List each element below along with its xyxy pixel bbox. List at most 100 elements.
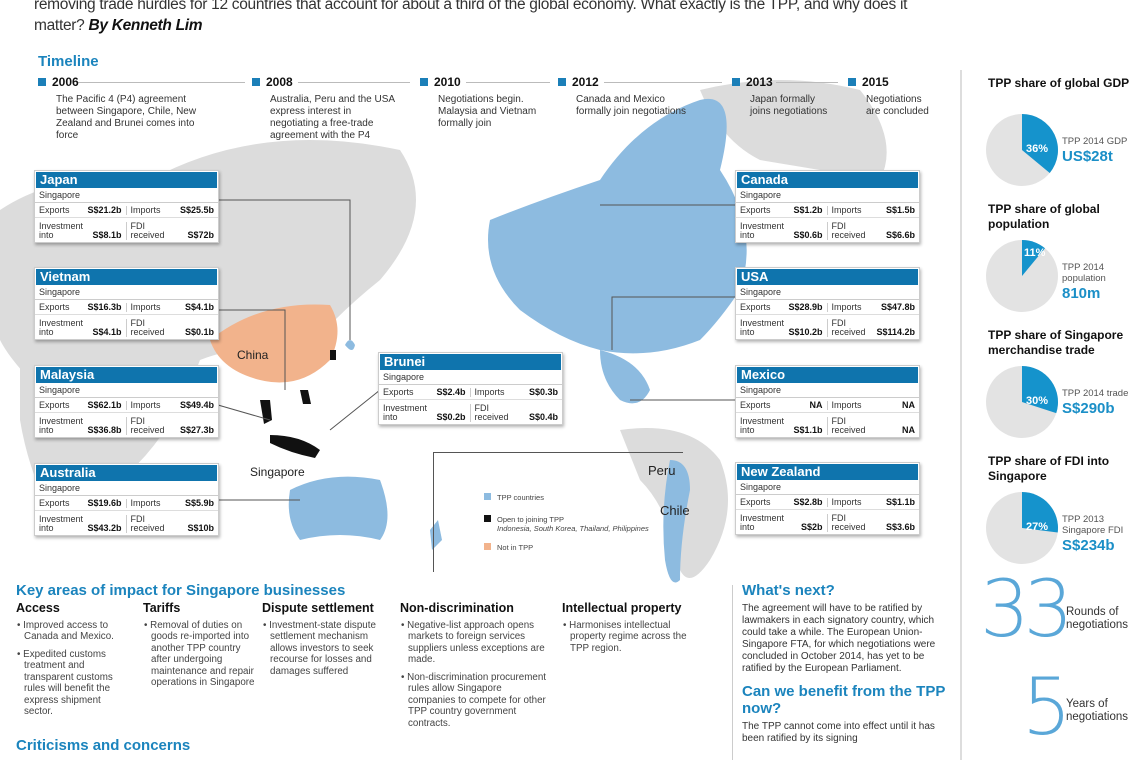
timeline-text: The Pacific 4 (P4) agreement between Sin… [56, 94, 197, 141]
investment-row: Investment into S$43.2b FDI received S$10b [35, 511, 218, 535]
year-label: 2013 [746, 75, 773, 89]
label-imports: Imports [130, 204, 161, 215]
singapore-label: Singapore [35, 482, 218, 496]
label-exports: Exports [740, 399, 771, 410]
label-investment: Investment into [740, 221, 785, 240]
value-fdi: NA [902, 425, 915, 435]
country-name: Mexico [737, 367, 918, 383]
cell-imports: Imports S$25.5b [127, 204, 219, 215]
value-fdi: S$0.4b [528, 412, 558, 422]
legend-item: Not in TPP [484, 543, 533, 552]
impact-list: Investment-state dispute settlement mech… [262, 620, 387, 678]
map-label-peru: Peru [648, 463, 676, 478]
impact-bullet: Investment-state dispute settlement mech… [262, 620, 387, 678]
singapore-label: Singapore [736, 286, 919, 300]
pie-chart: 11% [986, 240, 1058, 312]
label-fdi: FDI received [130, 221, 165, 240]
value-exports: NA [809, 399, 823, 410]
pie-percent-label: 11% [1024, 247, 1046, 259]
label-investment: Investment into [740, 318, 785, 337]
trade-row: Exports S$2.8b Imports S$1.1b [736, 495, 919, 510]
benefit-title: Can we benefit from the TPP now? [742, 683, 946, 717]
impact-list: Harmonises intellectual property regime … [562, 620, 702, 655]
timeline-marker-icon [420, 78, 428, 86]
impact-heading: Dispute settlement [262, 601, 374, 615]
timeline-text: Negotiations are concluded [866, 94, 929, 117]
singapore-label: Singapore [736, 189, 919, 203]
map-label-china: China [237, 348, 269, 362]
impact-column: Access Improved access to Canada and Mexi… [16, 601, 131, 724]
pie-value: S$290b [1062, 400, 1115, 417]
timeline-year: 2015 [848, 76, 938, 88]
pie-slice [1022, 492, 1058, 533]
years-label: Years of negotiations [1066, 698, 1129, 723]
trade-row: Exports S$62.1b Imports S$49.4b [35, 398, 218, 413]
impact-heading: Non-discrimination [400, 601, 514, 615]
cell-exports: Exports S$28.9b [736, 301, 828, 312]
value-imports: S$25.5b [179, 204, 214, 215]
year-label: 2008 [266, 75, 293, 89]
cell-imports: Imports S$47.8b [828, 301, 920, 312]
timeline-marker-icon [38, 78, 46, 86]
timeline-item: 2015 Negotiations are concluded [848, 76, 938, 118]
label-imports: Imports [474, 386, 505, 397]
timeline-title: Timeline [38, 53, 99, 70]
pie-percent-label: 36% [1026, 143, 1048, 155]
impact-bullet: Removal of duties on goods re-imported i… [143, 620, 255, 689]
label-imports: Imports [130, 497, 161, 508]
pie-value: S$234b [1062, 537, 1115, 554]
country-name: Vietnam [36, 269, 217, 285]
pie-value: US$28t [1062, 148, 1113, 165]
cell-fdi: FDI received S$72b [127, 222, 219, 240]
value-fdi: S$6.6b [885, 230, 915, 240]
pie-chart: 36% [986, 114, 1058, 186]
label-fdi: FDI received [130, 514, 165, 533]
country-box: Vietnam Singapore Exports S$16.3b Imports S$4… [34, 267, 219, 340]
value-investment: S$0.2b [436, 412, 466, 422]
map-label-chile: Chile [660, 503, 690, 518]
timeline-item: 2012 Canada and Mexico formally join nego… [558, 76, 688, 118]
timeline-connector [776, 82, 838, 83]
cell-exports: Exports NA [736, 399, 828, 410]
value-investment: S$36.8b [87, 425, 122, 435]
impact-bullet: Improved access to Canada and Mexico. [16, 620, 131, 643]
pie-chart: 30% [986, 366, 1058, 438]
label-exports: Exports [740, 301, 771, 312]
pie-caption-text: TPP 2014 population [1062, 262, 1106, 284]
value-exports: S$2.8b [793, 496, 823, 507]
year-label: 2006 [52, 75, 79, 89]
investment-row: Investment into S$2b FDI received S$3.6b [736, 510, 919, 534]
cell-investment: Investment into S$8.1b [35, 222, 127, 240]
cell-fdi: FDI received S$3.6b [828, 514, 920, 532]
legend-label: Open to joining TPP Indonesia, South Kore… [497, 515, 649, 533]
country-box: Brunei Singapore Exports S$2.4b Imports S$0.3… [378, 352, 563, 425]
cell-investment: Investment into S$0.6b [736, 222, 828, 240]
timeline-marker-icon [732, 78, 740, 86]
country-box: Mexico Singapore Exports NA Imports NA Investm… [735, 365, 920, 438]
pie-title: TPP share of global population [988, 202, 1100, 231]
trade-row: Exports S$16.3b Imports S$4.1b [35, 300, 218, 315]
legend-sub: Indonesia, South Korea, Thailand, Philip… [497, 524, 649, 533]
pie-slice [1022, 366, 1058, 414]
country-name: Japan [36, 172, 217, 188]
cell-fdi: FDI received S$10b [127, 515, 219, 533]
country-box: Australia Singapore Exports S$19.6b Imports S… [34, 463, 219, 536]
timeline-item: 2008 Australia, Peru and the USA express … [252, 76, 402, 142]
cell-investment: Investment into S$4.1b [35, 319, 127, 337]
pie-title: TPP share of FDI into Singapore [988, 454, 1110, 483]
timeline-text: Australia, Peru and the USA express inte… [270, 94, 395, 141]
value-fdi: S$3.6b [885, 522, 915, 532]
timeline-year: 2008 [252, 76, 402, 88]
years-number: 5 [1022, 663, 1072, 753]
impact-heading: Access [16, 601, 60, 615]
investment-row: Investment into S$0.6b FDI received S$6.6b [736, 218, 919, 242]
whats-next-title: What's next? [742, 582, 835, 599]
label-fdi: FDI received [831, 416, 866, 435]
pie-caption: TPP 2014 population 810m [1062, 262, 1137, 304]
label-imports: Imports [831, 301, 862, 312]
timeline-text: Negotiations begin. Malaysia and Vietnam… [438, 94, 537, 129]
label-imports: Imports [831, 399, 862, 410]
timeline-year: 2013 [732, 76, 832, 88]
label-fdi: FDI received [130, 318, 165, 337]
label-investment: Investment into [39, 416, 84, 435]
